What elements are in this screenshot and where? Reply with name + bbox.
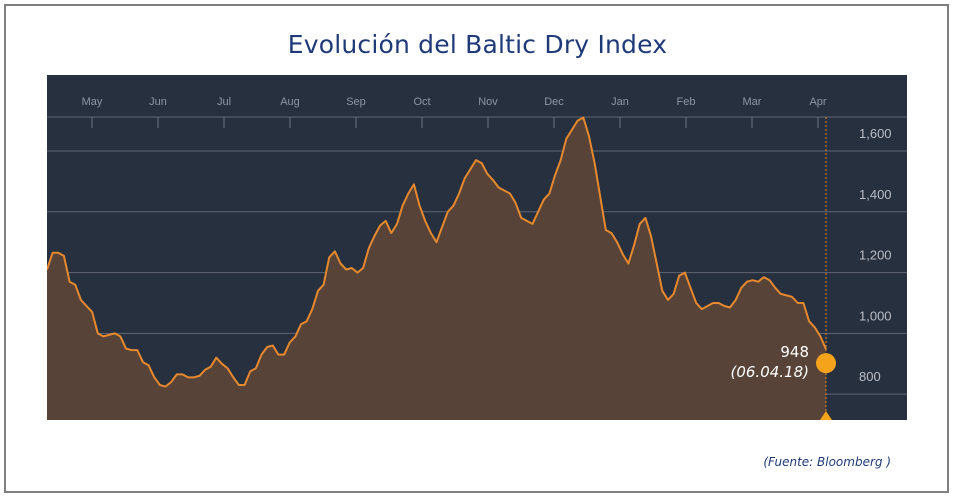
y-tick-label: 800 [859, 369, 881, 384]
month-label: Dec [544, 96, 564, 108]
month-label: Aug [280, 96, 300, 108]
last-value-date: (06.04.18) [730, 363, 809, 381]
y-tick-label: 1,400 [859, 187, 892, 202]
current-date-marker [820, 411, 832, 420]
last-value-label: 948 [780, 343, 809, 361]
month-label: Feb [677, 96, 696, 108]
month-label: Apr [809, 96, 826, 108]
y-tick-label: 1,600 [859, 126, 892, 141]
y-tick-label: 1,000 [859, 308, 892, 323]
y-tick-label: 1,200 [859, 248, 892, 263]
last-value-marker [816, 353, 836, 374]
series-line [47, 116, 827, 388]
bdi-chart: May Jun Jul Aug Sep Oct Nov Dec Jan Feb Mar Apr 1,6… [47, 75, 907, 420]
month-label: Jun [149, 96, 167, 108]
month-label: Mar [743, 96, 762, 108]
month-label: Jul [217, 96, 231, 108]
area-fill [47, 117, 826, 420]
month-label: May [82, 96, 103, 108]
month-label: Oct [413, 96, 430, 108]
month-label: Nov [478, 96, 498, 108]
chart-title: Evolución del Baltic Dry Index [287, 30, 668, 59]
month-label: Sep [346, 96, 366, 108]
month-label: Jan [611, 96, 629, 108]
source-note: (Fuente: Bloomberg ) [763, 455, 891, 469]
